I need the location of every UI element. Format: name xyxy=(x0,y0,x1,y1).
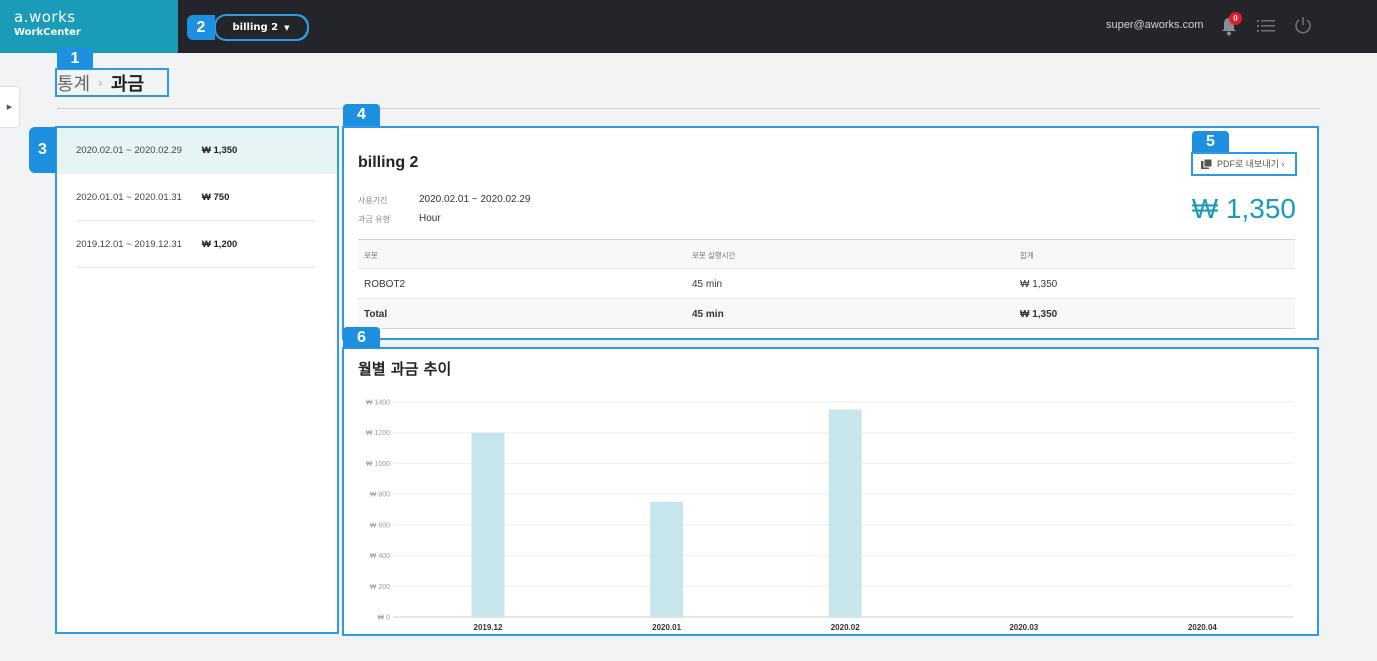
list-item[interactable]: 2020.01.01 ~ 2020.01.31 ₩ 750 xyxy=(56,174,338,221)
y-tick-label: ₩ 400 xyxy=(370,553,390,560)
list-item[interactable]: 2020.02.01 ~ 2020.02.29 ₩ 1,350 xyxy=(56,127,338,174)
table-cell: Total xyxy=(364,308,388,320)
bar[interactable] xyxy=(650,501,684,617)
chevron-down-icon: ▼ xyxy=(284,23,290,32)
billing-type-value: Hour xyxy=(419,213,441,224)
period-range: 2020.01.01 ~ 2020.01.31 xyxy=(76,192,182,203)
y-tick-label: ₩ 0 xyxy=(378,615,391,622)
annotation-tag: 3 xyxy=(29,127,56,173)
export-pdf-label: PDF로 내보내기 › xyxy=(1217,159,1285,169)
chevron-right-icon: ▶ xyxy=(6,103,13,111)
table-cell: ₩ 1,350 xyxy=(1020,308,1058,320)
notification-badge: 0 xyxy=(1229,12,1242,25)
column-header: 합계 xyxy=(1020,250,1034,260)
bar[interactable] xyxy=(471,432,505,617)
table-header: 로봇 로봇 실행시간 합계 xyxy=(358,239,1295,269)
project-selector[interactable]: billing 2 ▼ xyxy=(214,15,308,40)
column-header: 로봇 xyxy=(364,250,378,260)
period-range: 2020.02.01 ~ 2020.02.29 xyxy=(76,145,182,156)
power-icon[interactable] xyxy=(1293,15,1313,35)
chart-title: 월별 과금 추이 xyxy=(358,360,452,378)
table-cell: ₩ 1,350 xyxy=(1020,278,1058,290)
list-icon[interactable] xyxy=(1256,17,1276,35)
period-amount: ₩ 1,200 xyxy=(201,239,238,250)
breadcrumb-parent[interactable]: 통계 xyxy=(57,73,91,95)
period-label: 사용기간 xyxy=(358,196,388,205)
y-tick-label: ₩ 200 xyxy=(370,584,390,591)
y-tick-label: ₩ 1400 xyxy=(366,400,390,407)
list-item[interactable]: 2019.12.01 ~ 2019.12.31 ₩ 1,200 xyxy=(56,221,338,268)
billing-table: 로봇 로봇 실행시간 합계 ROBOT2 45 min ₩ 1,350 Tota… xyxy=(358,239,1295,329)
divider xyxy=(76,267,316,268)
y-tick-label: ₩ 600 xyxy=(370,522,390,529)
divider xyxy=(57,108,1320,109)
period-amount: ₩ 750 xyxy=(201,192,230,203)
export-pdf-button[interactable]: PDF로 내보내기 › xyxy=(1201,157,1284,170)
document-icon xyxy=(1201,158,1212,169)
annotation-tag: 4 xyxy=(343,104,380,126)
x-tick-label: 2020.04 xyxy=(1188,623,1217,632)
table-row: ROBOT2 45 min ₩ 1,350 xyxy=(358,269,1295,299)
y-tick-label: ₩ 1000 xyxy=(366,461,390,468)
x-tick-label: 2019.12 xyxy=(474,623,503,632)
bar[interactable] xyxy=(828,409,862,617)
table-total-row: Total 45 min ₩ 1,350 xyxy=(358,299,1295,329)
bar-chart: ₩ 0 ₩ 200 ₩ 400 ₩ 600 ₩ 800 ₩ 1000 ₩ 1200 ₩ 140… xyxy=(366,400,1293,632)
period-range: 2019.12.01 ~ 2019.12.31 xyxy=(76,239,182,250)
brand-subtitle: WorkCenter xyxy=(14,27,81,38)
annotation-tag: 1 xyxy=(57,48,93,69)
chevron-right-icon: › xyxy=(98,75,103,90)
breadcrumb: 통계 › 과금 xyxy=(57,69,144,96)
top-bar: a.works WorkCenter billing 2 ▼ super@awo… xyxy=(0,0,1377,53)
x-tick-label: 2020.03 xyxy=(1009,623,1038,632)
annotation-tag: 5 xyxy=(1192,131,1229,152)
sidebar-toggle[interactable]: ▶ xyxy=(0,86,20,128)
table-cell: ROBOT2 xyxy=(364,278,406,290)
y-tick-label: ₩ 800 xyxy=(370,492,390,499)
column-header: 로봇 실행시간 xyxy=(692,250,736,260)
billing-period-list: 2020.02.01 ~ 2020.02.29 ₩ 1,350 2020.01.… xyxy=(56,127,338,633)
brand-name: a.works xyxy=(14,8,76,26)
detail-title: billing 2 xyxy=(358,154,419,171)
total-amount: ₩ 1,350 xyxy=(1191,193,1296,224)
billing-type-label: 과금 유형 xyxy=(358,215,390,224)
user-email[interactable]: super@aworks.com xyxy=(1106,19,1204,31)
x-tick-label: 2020.01 xyxy=(652,623,681,632)
table-cell: 45 min xyxy=(692,278,723,290)
billing-detail-panel: billing 2 PDF로 내보내기 › 사용기간 2020.02.01 ~ … xyxy=(343,127,1318,339)
project-selector-label: billing 2 xyxy=(232,22,279,33)
page-title: 과금 xyxy=(110,73,145,95)
monthly-billing-chart-panel: 월별 과금 추이 ₩ 0 ₩ 200 ₩ 400 ₩ 600 ₩ 800 ₩ 1000 ₩ … xyxy=(343,348,1318,635)
x-tick-label: 2020.02 xyxy=(831,623,860,632)
y-tick-label: ₩ 1200 xyxy=(366,430,390,437)
divider xyxy=(76,220,316,221)
annotation-tag: 6 xyxy=(343,327,380,348)
table-cell: 45 min xyxy=(692,308,724,320)
period-value: 2020.02.01 ~ 2020.02.29 xyxy=(419,194,531,205)
period-amount: ₩ 1,350 xyxy=(201,145,238,156)
annotation-tag: 2 xyxy=(187,15,215,40)
brand-logo[interactable]: a.works WorkCenter xyxy=(0,0,178,53)
